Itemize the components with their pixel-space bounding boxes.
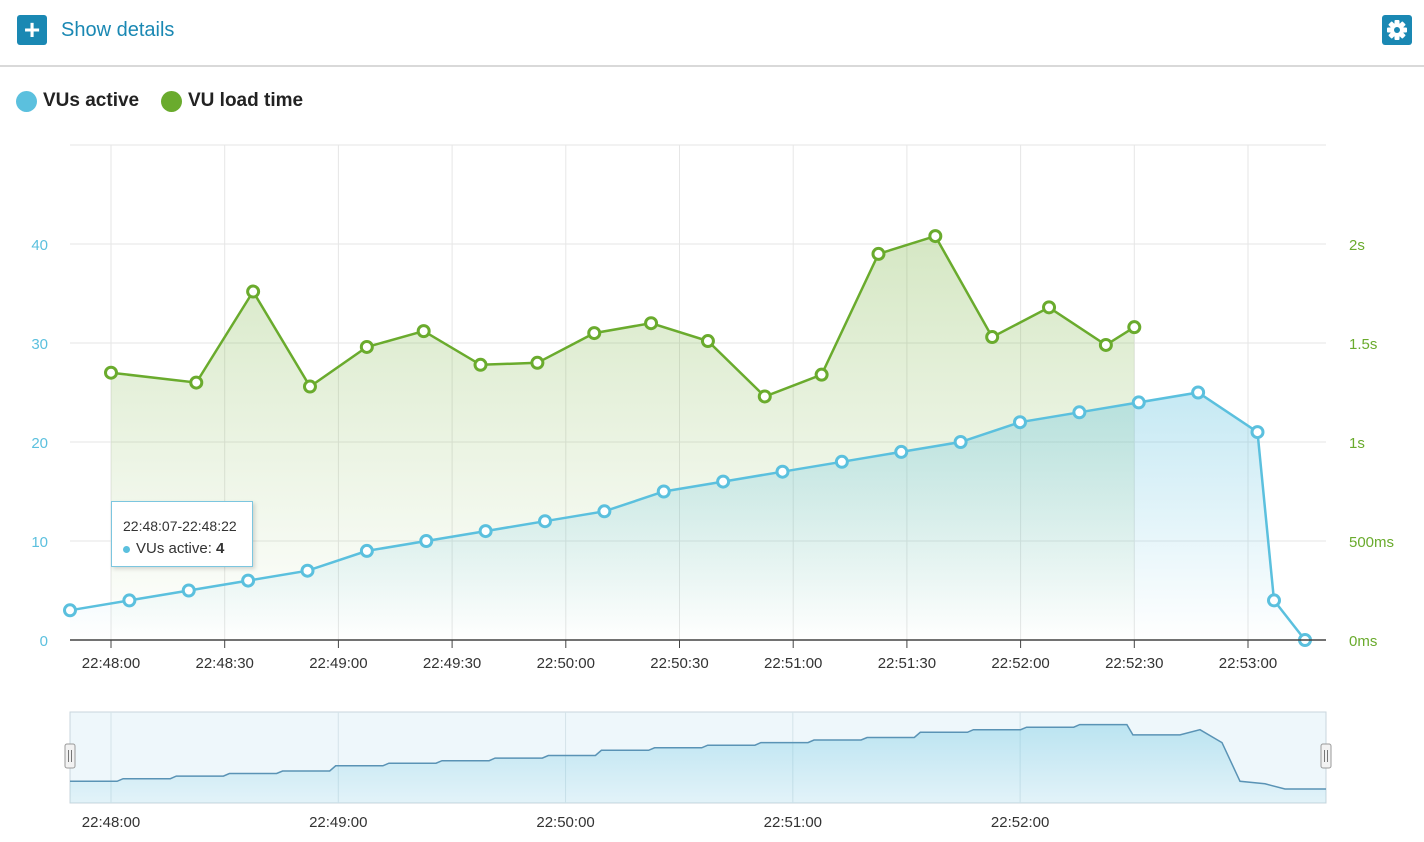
point-vus-active [894,444,909,459]
legend-item-vu-load-time[interactable]: VU load time [161,89,303,113]
point-vus-active [716,474,731,489]
x-tick-label: 22:49:30 [423,655,481,672]
point-vu-load-time [757,389,772,404]
y-left-tick-label: 20 [31,435,48,452]
point-vu-load-time [473,357,488,372]
point-vu-load-time [246,284,261,299]
point-vus-active [122,593,137,608]
x-tick-label: 22:49:00 [309,655,367,672]
x-tick-label: 22:53:00 [1219,655,1277,672]
point-vus-active [181,583,196,598]
point-vu-load-time [1127,320,1142,335]
y-right-tick-label: 2s [1349,237,1365,254]
point-vus-active [656,484,671,499]
point-vus-active [359,543,374,558]
point-vu-load-time [416,324,431,339]
x-tick-label: 22:51:30 [878,655,936,672]
y-right-tick-label: 1.5s [1349,336,1377,353]
point-vus-active [597,504,612,519]
tooltip-series-label: VUs active: [136,540,212,557]
point-vus-active [953,435,968,449]
point-vus-active [1191,385,1206,400]
point-vu-load-time [814,367,829,382]
point-vus-active [241,573,256,588]
point-vu-load-time [530,355,545,370]
tooltip-series-dot [123,545,130,553]
y-left-tick-label: 10 [31,534,48,551]
point-vus-active [834,454,849,469]
x-tick-label: 22:48:30 [196,655,254,672]
legend-label-vu-load-time: VU load time [188,90,304,111]
tooltip-range: 22:48:07-22:48:22 [123,518,237,534]
point-vu-load-time [644,316,659,331]
point-vus-active [300,563,315,578]
navigator-tick-label: 22:48:00 [82,814,140,831]
point-vu-load-time [700,334,715,349]
y-right-tick-label: 0ms [1349,633,1377,650]
point-vus-active [775,464,790,479]
y-left-tick-label: 30 [31,336,48,353]
point-vu-load-time [104,365,118,380]
show-details-link[interactable]: Show details [61,19,175,41]
gear-icon[interactable] [1382,15,1412,45]
y-right-tick-label: 1s [1349,435,1365,452]
legend-dot-vu-load-time [161,90,182,112]
navigator-handle-left[interactable] [64,743,76,769]
x-tick-label: 22:50:30 [650,655,708,672]
x-tick-label: 22:50:00 [537,655,595,672]
main-chart: 0 10 20 30 40 0ms 500ms 1s 1.5s 2s 22:48:00 22:48:3… [31,144,1394,831]
area-vus-active [70,392,1305,640]
x-tick-label: 22:52:00 [991,655,1049,672]
legend-dot-vus-active [16,90,37,112]
point-vus-active [538,514,552,529]
point-vu-load-time [302,379,317,394]
navigator-area [70,724,1326,803]
point-vus-active [1072,405,1087,420]
navigator-tick-label: 22:49:00 [309,814,367,831]
x-tick-label: 22:48:00 [82,655,140,672]
legend-item-vus-active[interactable]: VUs active [16,89,139,113]
navigator-line [70,723,1326,790]
point-vu-load-time [587,326,602,341]
legend-label-vus-active: VUs active [43,90,140,111]
point-vus-active [1013,415,1027,430]
chart-tooltip: 22:48:07-22:48:22 VUs active: 4 [111,501,253,567]
point-vu-load-time [871,246,886,261]
point-vus-active [478,524,493,539]
top-toolbar: + Show details [0,0,1424,67]
tooltip-value-line: VUs active: 4 [123,540,224,557]
point-vus-active [1250,425,1265,440]
tooltip-value: 4 [216,540,225,557]
x-tick-label: 22:51:00 [764,655,822,672]
point-vus-active [1267,593,1281,608]
point-vus-active [63,603,77,618]
navigator-tick-label: 22:51:00 [764,814,822,831]
point-vu-load-time [1042,300,1057,315]
point-vus-active [1131,395,1146,410]
y-left-tick-label: 40 [31,237,48,254]
point-vu-load-time [1098,337,1113,352]
point-vu-load-time [928,229,943,244]
point-vu-load-time [985,330,1000,345]
point-vu-load-time [359,339,374,354]
navigator-tick-label: 22:50:00 [536,814,594,831]
navigator-tick-label: 22:52:00 [991,814,1049,831]
point-vus-active [419,534,434,548]
x-tick-label: 22:52:30 [1105,655,1163,672]
navigator-handle-right[interactable] [1320,743,1332,769]
plus-icon[interactable]: + [17,15,47,45]
y-right-tick-label: 500ms [1349,534,1394,551]
y-left-tick-label: 0 [40,633,48,650]
point-vu-load-time [189,375,204,390]
